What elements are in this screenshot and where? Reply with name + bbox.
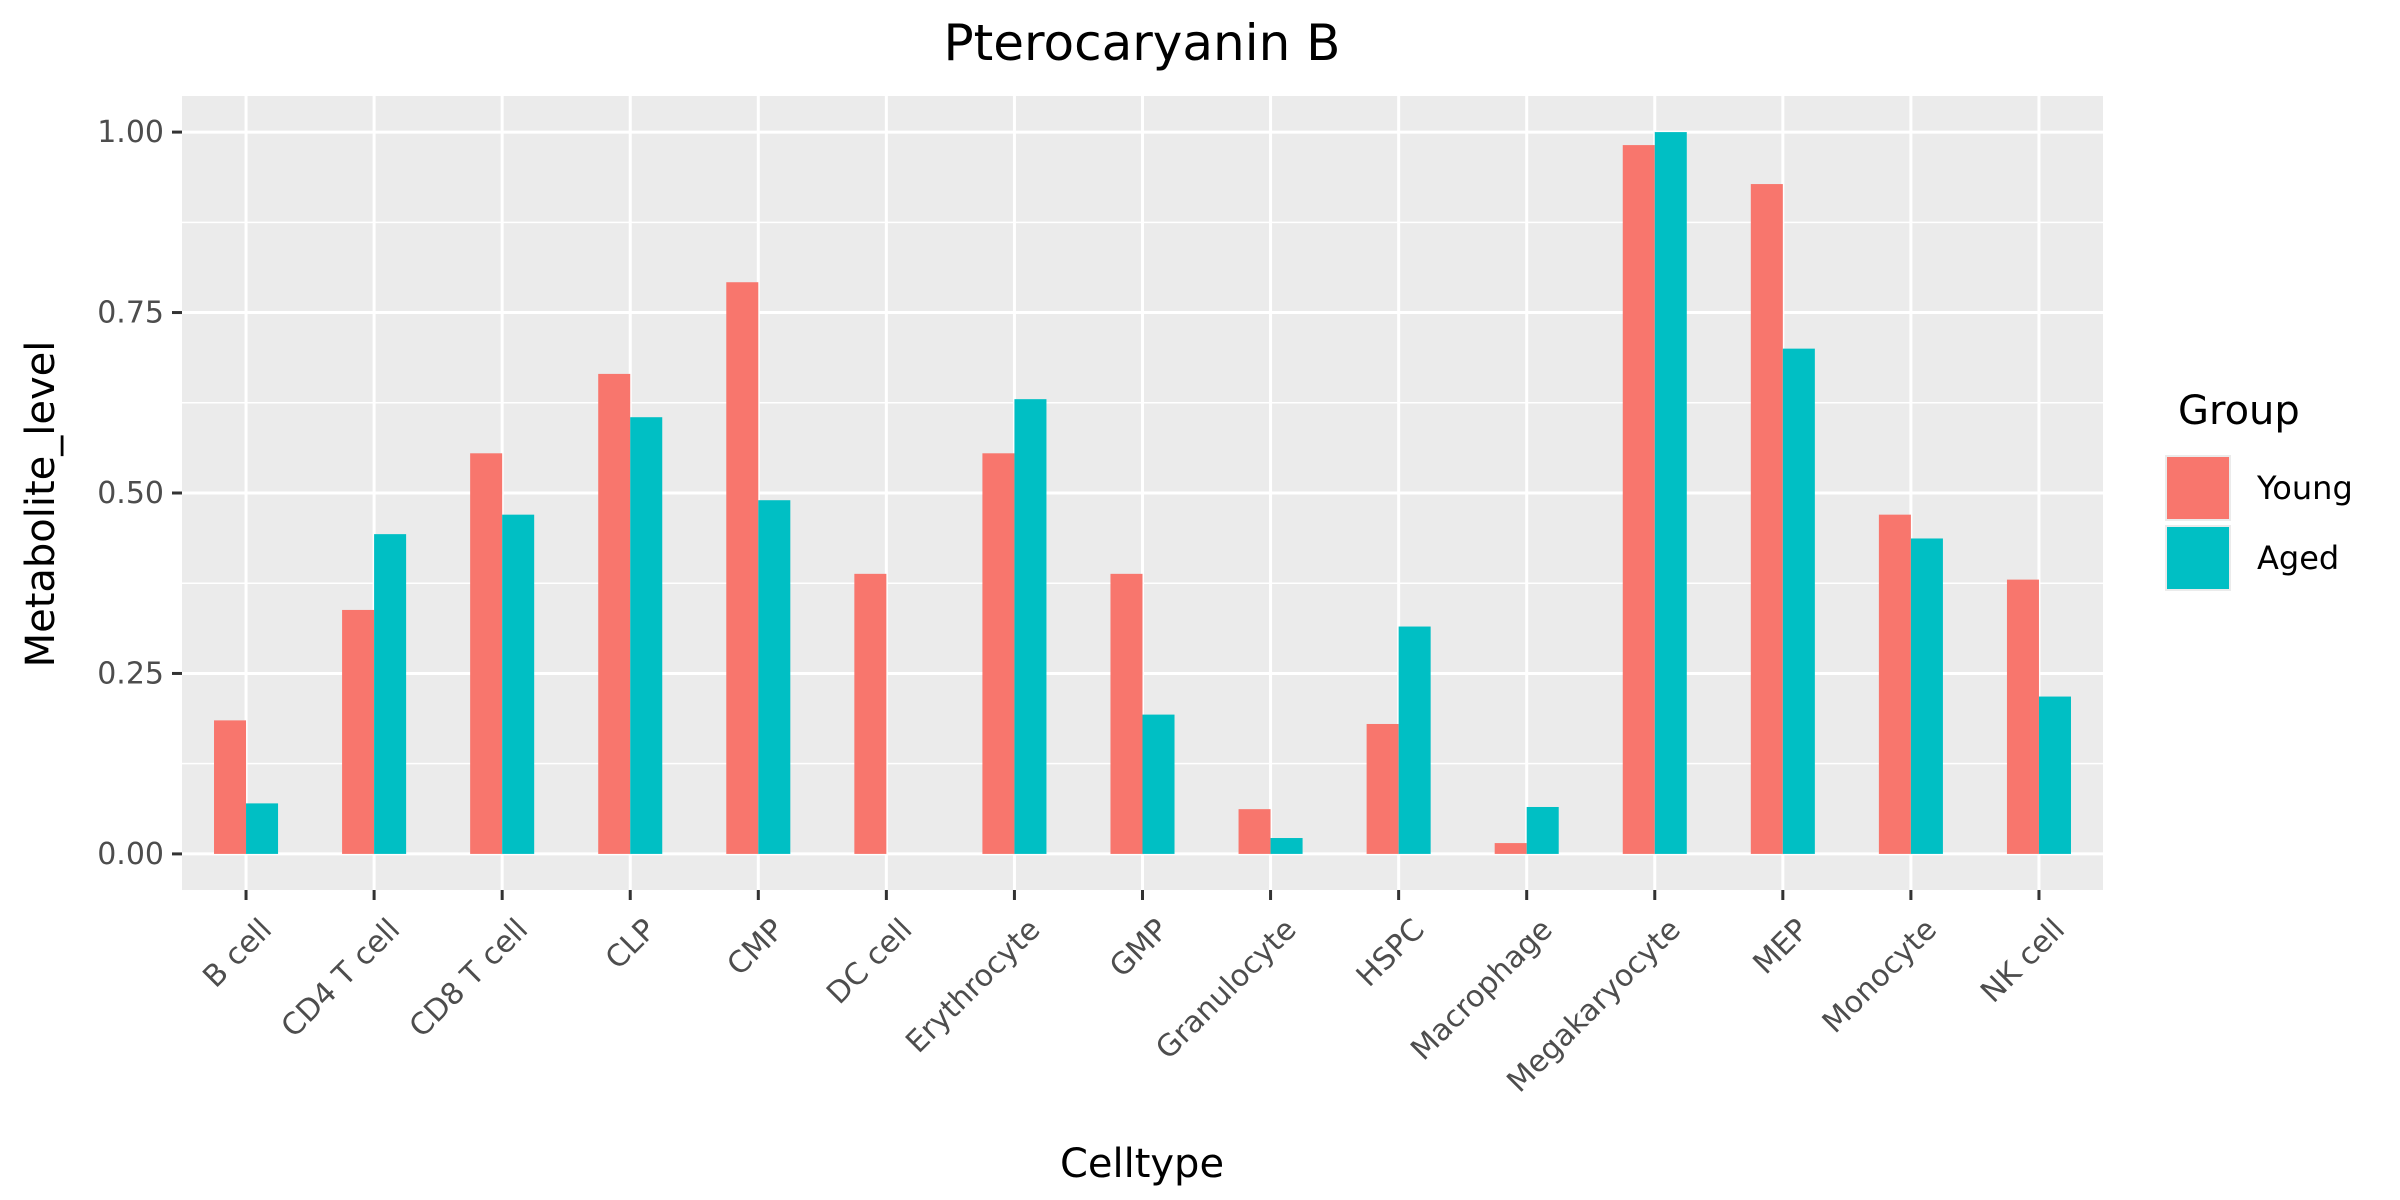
x-tick-label: CLP (599, 912, 663, 976)
y-tick-label: 0.00 (97, 837, 164, 872)
chart-title: Pterocaryanin B (944, 14, 1341, 72)
bar-aged-monocyte (1910, 538, 1943, 854)
y-tick-label: 0.25 (97, 656, 164, 691)
bar-aged-hspc (1398, 626, 1431, 854)
x-axis-title: Celltype (1060, 1141, 1224, 1187)
bar-young-b-cell (214, 720, 247, 854)
bar-young-granulocyte (1238, 809, 1271, 854)
bar-aged-cmp (758, 500, 791, 854)
bar-aged-cd4-t-cell (374, 534, 407, 854)
bar-aged-b-cell (246, 803, 279, 854)
bar-young-clp (598, 373, 631, 854)
x-tick-label: GMP (1103, 912, 1175, 984)
bar-young-macrophage (1494, 843, 1527, 854)
bar-young-erythrocyte (982, 453, 1015, 854)
legend-key-young (2167, 457, 2229, 519)
x-tick-label: CMP (721, 912, 792, 983)
bar-young-megakaryocyte (1622, 145, 1655, 854)
bar-aged-erythrocyte (1014, 399, 1047, 854)
x-tick-label: B cell (196, 912, 279, 995)
x-tick-label: Erythrocyte (899, 912, 1047, 1060)
x-tick-label: NK cell (1974, 912, 2072, 1010)
legend-key-aged (2167, 527, 2229, 589)
bar-young-mep (1750, 184, 1783, 854)
bar-aged-nk-cell (2038, 696, 2071, 854)
x-tick-label: HSPC (1350, 912, 1432, 994)
bar-aged-gmp (1142, 714, 1175, 854)
bar-young-cmp (726, 282, 759, 854)
bar-young-cd8-t-cell (470, 453, 503, 854)
bar-young-hspc (1366, 723, 1399, 854)
x-tick-label: Monocyte (1816, 912, 1944, 1040)
bar-aged-mep (1782, 348, 1815, 854)
y-tick-label: 1.00 (97, 115, 164, 150)
x-tick-label: DC cell (820, 912, 919, 1011)
x-tick-label: CD8 T cell (403, 912, 535, 1044)
bar-young-cd4-t-cell (342, 609, 375, 854)
y-axis-title: Metabolite_level (18, 341, 64, 668)
bar-aged-granulocyte (1270, 838, 1303, 854)
bar-young-monocyte (1878, 514, 1911, 854)
bar-aged-macrophage (1526, 806, 1559, 854)
bar-young-dc-cell (854, 573, 887, 854)
legend-label-aged: Aged (2257, 539, 2339, 577)
bar-young-gmp (1110, 573, 1143, 854)
legend-label-young: Young (2256, 469, 2353, 507)
bar-aged-clp (630, 417, 663, 854)
legend-title: Group (2178, 388, 2300, 434)
y-tick-label: 0.50 (97, 476, 164, 511)
bar-aged-megakaryocyte (1654, 132, 1687, 854)
bar-young-nk-cell (2006, 579, 2039, 854)
x-tick-label: MEP (1747, 912, 1816, 981)
x-tick-label: CD4 T cell (275, 912, 407, 1044)
bar-aged-cd8-t-cell (502, 514, 535, 854)
y-tick-label: 0.75 (97, 296, 164, 331)
